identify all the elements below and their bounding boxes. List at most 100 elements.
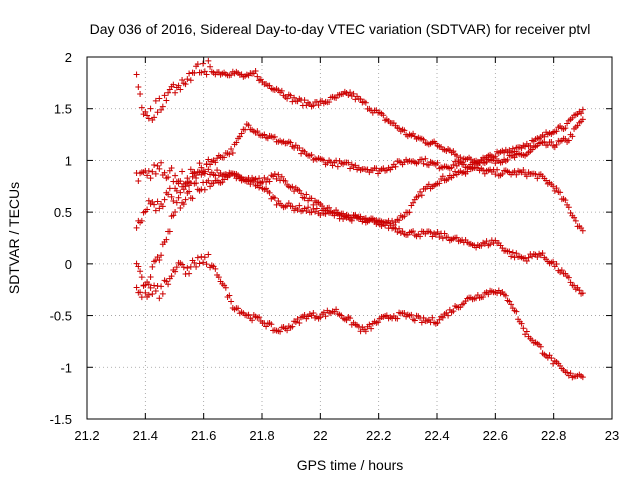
data-point — [257, 180, 264, 187]
data-point — [401, 213, 408, 220]
data-point — [373, 165, 380, 172]
data-point — [226, 292, 233, 299]
data-point — [177, 86, 184, 93]
data-point — [313, 98, 320, 105]
data-point — [579, 227, 586, 234]
data-point — [569, 133, 576, 140]
data-point — [459, 161, 466, 168]
data-point — [445, 234, 452, 241]
data-point — [228, 298, 235, 305]
data-point — [352, 162, 359, 169]
data-point — [439, 173, 446, 180]
data-point — [483, 238, 490, 245]
data-point — [317, 314, 324, 321]
data-point — [548, 355, 555, 362]
data-point — [201, 68, 208, 75]
data-point — [233, 139, 240, 146]
data-point — [348, 217, 355, 224]
y-tick-label: -1.5 — [50, 412, 72, 427]
data-point — [291, 94, 298, 101]
data-point — [238, 130, 245, 137]
data-point — [334, 163, 341, 170]
data-point — [205, 57, 212, 64]
data-point — [177, 189, 184, 196]
data-point — [159, 103, 166, 110]
data-point — [571, 214, 578, 221]
data-point — [401, 127, 408, 134]
data-point — [532, 171, 539, 178]
data-point — [189, 195, 196, 202]
data-point — [347, 165, 354, 172]
data-point — [350, 90, 357, 97]
data-point — [149, 263, 156, 270]
data-point — [193, 180, 200, 187]
y-tick-label: 1 — [65, 153, 72, 168]
data-point — [226, 151, 233, 158]
data-point — [145, 281, 152, 288]
data-point — [543, 177, 550, 184]
data-point — [186, 70, 193, 77]
data-point — [261, 131, 268, 138]
data-point — [303, 208, 310, 215]
data-point — [508, 301, 515, 308]
data-point — [320, 157, 327, 164]
data-point — [205, 251, 212, 258]
data-point — [485, 291, 492, 298]
data-point — [418, 192, 425, 199]
data-point — [266, 189, 273, 196]
data-point — [256, 184, 263, 191]
data-point — [165, 191, 172, 198]
x-tick-label: 22.8 — [541, 428, 566, 443]
data-point — [415, 193, 422, 200]
data-point — [347, 315, 354, 322]
data-point — [201, 254, 208, 261]
data-point — [520, 325, 527, 332]
data-point — [394, 228, 401, 235]
data-point — [151, 201, 158, 208]
data-point — [144, 206, 151, 213]
data-point — [410, 199, 417, 206]
data-point — [163, 236, 170, 243]
data-point — [221, 176, 228, 183]
data-point — [175, 82, 182, 89]
data-point — [478, 157, 485, 164]
data-point — [175, 194, 182, 201]
data-point — [418, 156, 425, 163]
data-point — [158, 106, 165, 113]
data-point — [217, 169, 224, 176]
data-point — [193, 175, 200, 182]
data-point — [151, 114, 158, 121]
y-tick-label: 0 — [65, 257, 72, 272]
data-point — [161, 196, 168, 203]
data-point — [245, 122, 252, 129]
data-point — [159, 290, 166, 297]
data-point — [137, 289, 144, 296]
data-point — [436, 316, 443, 323]
data-point — [550, 258, 557, 265]
data-point — [179, 77, 186, 84]
data-point — [565, 204, 572, 211]
data-point — [417, 233, 424, 240]
data-point — [256, 175, 263, 182]
data-point — [149, 168, 156, 175]
data-point — [156, 295, 163, 302]
data-point — [263, 323, 270, 330]
data-point — [508, 253, 515, 260]
data-point — [436, 233, 443, 240]
data-point — [214, 167, 221, 174]
data-point — [147, 105, 154, 112]
data-point — [331, 212, 338, 219]
data-point — [172, 89, 179, 96]
data-point — [158, 252, 165, 259]
data-point — [396, 217, 403, 224]
data-point — [523, 257, 530, 264]
data-point — [154, 198, 161, 205]
data-point — [537, 343, 544, 350]
data-point — [436, 180, 443, 187]
data-point — [221, 154, 228, 161]
data-point — [156, 256, 163, 263]
data-point — [289, 183, 296, 190]
data-point — [441, 230, 448, 237]
data-point — [387, 222, 394, 229]
data-point — [163, 97, 170, 104]
